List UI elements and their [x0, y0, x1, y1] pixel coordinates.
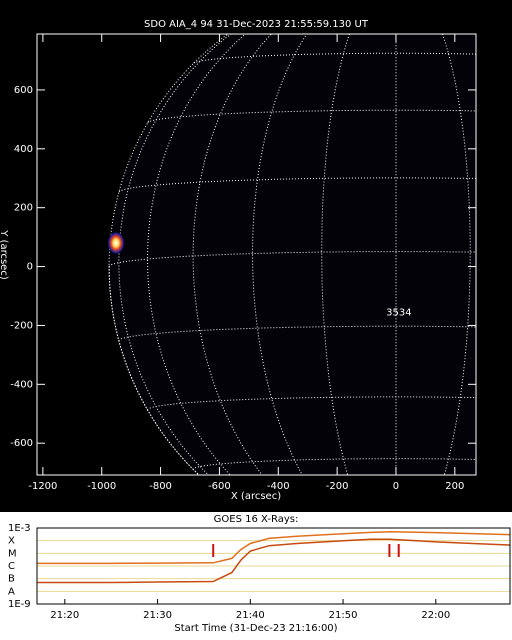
x-axis-label: X (arcsec): [231, 491, 281, 502]
x-tick-label: -600: [208, 481, 231, 492]
image-chart: SDO AIA_4 94 31-Dec-2023 21:55:59.130 UT…: [0, 19, 477, 502]
y-tick-label: X: [8, 536, 15, 547]
latitude-line: [108, 250, 476, 267]
x-tick-label: -400: [267, 481, 290, 492]
solar-disk: [109, 34, 476, 475]
solar-limb: [108, 34, 229, 475]
y-tick-label: 1E-3: [8, 523, 31, 534]
chart-title: SDO AIA_4 94 31-Dec-2023 21:55:59.130 UT: [144, 19, 369, 30]
x-tick-label: 21:20: [50, 610, 79, 621]
y-tick-label: -400: [10, 379, 33, 390]
y-tick-label: 600: [14, 85, 33, 96]
goes-panel: [0, 512, 512, 640]
y-tick-label: 1E-9: [8, 599, 31, 610]
plot-frame: [36, 33, 477, 476]
x-tick-label: 21:40: [236, 610, 265, 621]
flux-line: [37, 531, 511, 565]
x-axis-label: Start Time (31-Dec-23 21:16:00): [174, 623, 337, 634]
latitude-line: [192, 458, 476, 470]
latitude-line: [147, 109, 476, 124]
x-tick-label: -200: [326, 481, 349, 492]
x-tick-label: 200: [445, 481, 464, 492]
flux-line: [37, 538, 511, 584]
y-axis-label: Y (arcsec): [0, 229, 9, 280]
y-tick-label: 0: [27, 262, 33, 273]
y-tick-label: M: [8, 548, 17, 559]
x-tick-label: -800: [149, 481, 172, 492]
chart-title: GOES 16 X-Rays:: [214, 514, 299, 525]
y-tick-label: B: [8, 574, 15, 585]
x-tick-label: -1200: [28, 481, 57, 492]
flare-glow: [107, 231, 125, 255]
plot-frame: [36, 527, 511, 605]
y-tick-label: A: [8, 586, 15, 597]
x-tick-label: 21:50: [329, 610, 358, 621]
x-tick-label: 22:00: [421, 610, 450, 621]
x-tick-label: -1000: [87, 481, 116, 492]
image-area: [107, 34, 476, 475]
annotation: 3534: [386, 307, 411, 318]
longitude-line: [118, 34, 232, 475]
x-tick-label: 0: [393, 481, 399, 492]
y-tick-label: -200: [10, 320, 33, 331]
y-tick-label: 200: [14, 203, 33, 214]
y-tick-label: 400: [14, 144, 33, 155]
y-tick-label: C: [8, 561, 15, 572]
x-tick-label: 21:30: [143, 610, 172, 621]
goes-chart: GOES 16 X-Rays: Start Time (31-Dec-23 21…: [8, 514, 511, 634]
y-tick-label: -600: [10, 438, 33, 449]
longitude-line: [192, 34, 272, 475]
